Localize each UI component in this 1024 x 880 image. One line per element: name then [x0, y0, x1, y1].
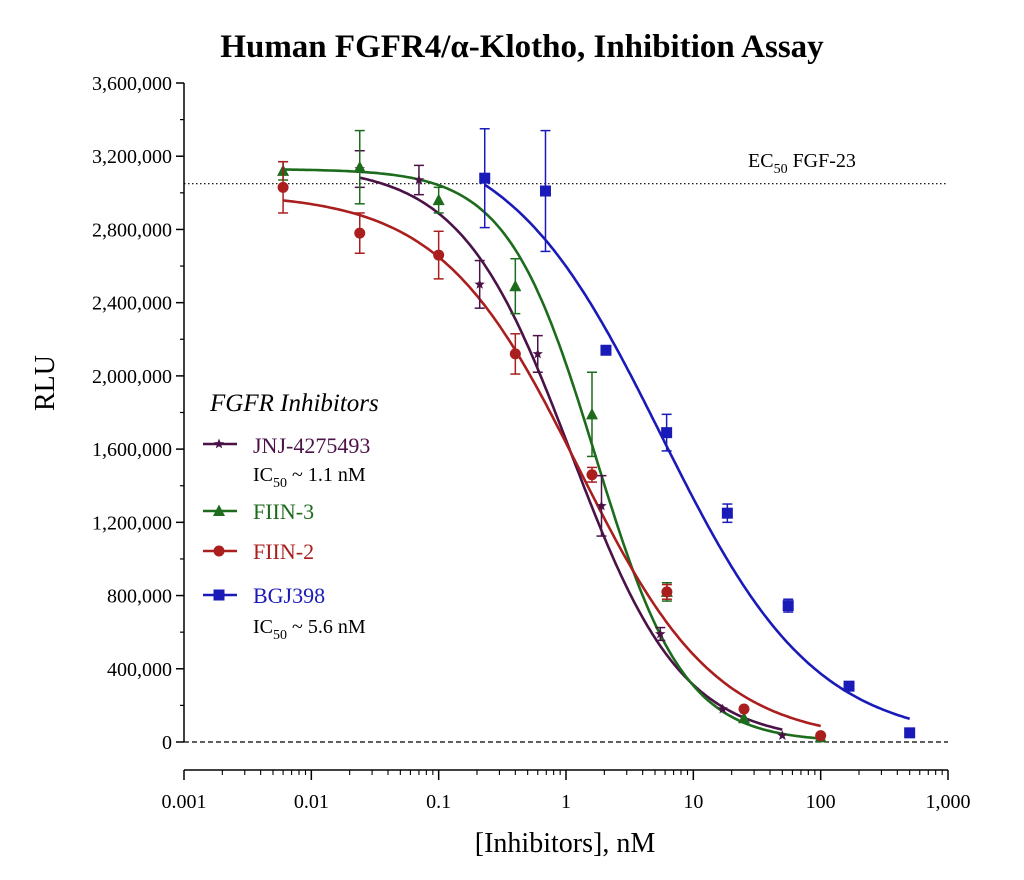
point-fiin-3	[509, 279, 522, 292]
y-tick-label: 2,800,000	[92, 219, 172, 241]
y-tick-label: 3,600,000	[92, 73, 172, 95]
fit-curve-fiin-3	[283, 168, 821, 740]
x-tick-label: 0.01	[294, 791, 329, 813]
point-fiin-3	[432, 193, 445, 206]
point-bgj398	[661, 427, 673, 439]
point-jnj-4275493	[532, 348, 543, 359]
point-fiin-2	[509, 348, 521, 360]
x-tick-label: 100	[806, 791, 836, 813]
chart-title: Human FGFR4/α-Klotho, Inhibition Assay	[220, 29, 824, 65]
x-tick-label: 0.001	[162, 791, 207, 813]
fit-curves	[282, 168, 911, 740]
point-fiin-2	[738, 703, 750, 715]
legend-marker-jnj-4275493	[213, 438, 225, 449]
x-tick-label: 1	[561, 791, 571, 813]
y-tick-label: 3,200,000	[92, 146, 172, 168]
legend-marker-bgj398	[213, 589, 225, 601]
point-jnj-4275493	[596, 500, 607, 511]
y-tick-label: 400,000	[107, 659, 172, 681]
legend-marker-fiin-2	[213, 545, 225, 557]
point-fiin-2	[815, 730, 827, 742]
point-bgj398	[479, 172, 491, 184]
ec50-label: EC50 FGF-23	[748, 150, 856, 177]
point-fiin-2	[661, 586, 673, 598]
legend-label-fiin2: FIIN-2	[253, 539, 314, 564]
point-fiin-2	[433, 249, 445, 261]
ic50-note-bgj398: IC50 ~ 5.6 nM	[253, 616, 366, 643]
point-bgj398	[904, 727, 916, 739]
legend-label-jnj: JNJ-4275493	[253, 433, 370, 458]
x-tick-label: 0.1	[426, 791, 451, 813]
point-bgj398	[782, 600, 794, 612]
legend-label-fiin3: FIIN-3	[253, 499, 314, 524]
point-fiin-2	[354, 227, 366, 239]
y-tick-label: 0	[162, 732, 172, 754]
point-jnj-4275493	[413, 174, 425, 185]
point-jnj-4275493	[474, 278, 485, 289]
point-jnj-4275493	[655, 628, 666, 639]
legend-title: FGFR Inhibitors	[209, 390, 379, 417]
x-tick-label: 10	[683, 791, 703, 813]
legend: FGFR Inhibitors JNJ-4275493 IC50 ~ 1.1 n…	[203, 390, 379, 643]
axes: 0 400,000 800,000 1,200,000 1,600,000 2,000,0…	[92, 73, 971, 813]
point-fiin-2	[277, 181, 289, 193]
y-tick-label: 1,200,000	[92, 512, 172, 534]
y-tick-label: 2,400,000	[92, 293, 172, 315]
legend-marker-fiin-3	[213, 504, 225, 516]
y-tick-label: 800,000	[107, 586, 172, 608]
y-tick-label: 1,600,000	[92, 439, 172, 461]
point-fiin-3	[738, 711, 751, 724]
data-points	[277, 128, 916, 743]
fit-curve-bgj398	[483, 183, 911, 721]
point-bgj398	[843, 680, 855, 692]
point-jnj-4275493	[717, 703, 728, 714]
ic50-note-jnj: IC50 ~ 1.1 nM	[253, 464, 366, 491]
point-bgj398	[721, 507, 733, 519]
fit-curve-fiin-2	[282, 199, 821, 728]
x-tick-label: 1,000	[926, 791, 971, 813]
point-bgj398	[539, 185, 551, 197]
y-axis-title: RLU	[30, 355, 61, 411]
point-fiin-2	[586, 469, 598, 481]
point-fiin-3	[585, 407, 598, 420]
x-axis-title: [Inhibitors], nM	[475, 828, 656, 859]
point-fiin-3	[353, 160, 366, 173]
legend-label-bgj398: BGJ398	[253, 583, 325, 608]
y-tick-label: 2,000,000	[92, 366, 172, 388]
point-jnj-4275493	[777, 730, 788, 740]
point-bgj398	[600, 344, 612, 356]
legend-markers	[203, 438, 237, 601]
